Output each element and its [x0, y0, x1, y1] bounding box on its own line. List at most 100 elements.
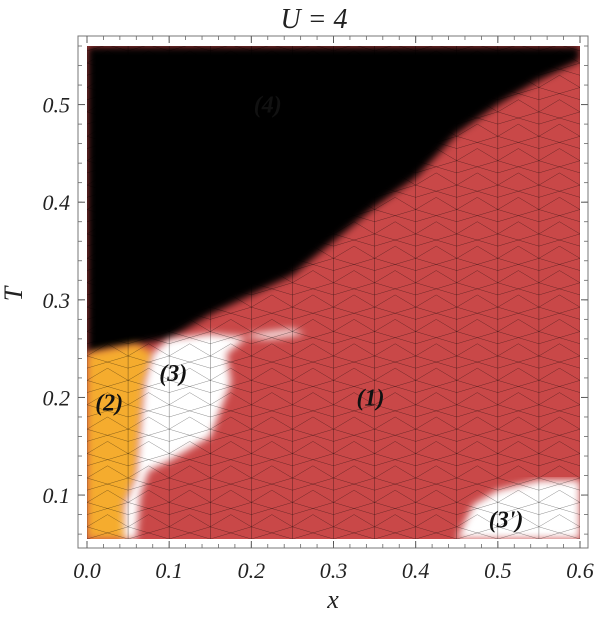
- mesh-cell: [251, 526, 293, 539]
- mesh-cell: [128, 453, 170, 466]
- mesh-cell: [87, 416, 129, 430]
- mesh-cell: [210, 526, 252, 539]
- mesh-cell: [251, 294, 293, 308]
- mesh-cell: [456, 343, 498, 357]
- mesh-cell: [210, 197, 252, 210]
- mesh-cell: [415, 514, 457, 527]
- region-3: [87, 343, 153, 539]
- mesh-cell: [415, 123, 457, 137]
- mesh-cell: [128, 355, 170, 369]
- mesh-cell: [210, 502, 252, 515]
- mesh-cell: [169, 380, 211, 393]
- mesh-cell: [251, 331, 293, 344]
- mesh-cell: [87, 489, 129, 503]
- mesh-cell: [415, 294, 457, 308]
- mesh-cell: [127, 441, 170, 454]
- mesh-cell: [251, 502, 293, 515]
- mesh-cell: [292, 294, 334, 308]
- mesh-cell: [127, 416, 170, 430]
- mesh-cell: [497, 136, 539, 149]
- mesh-cell: [87, 331, 129, 344]
- mesh-cell: [497, 233, 539, 247]
- mesh-cell: [169, 355, 211, 369]
- mesh-cell: [251, 75, 293, 88]
- mesh-cell: [169, 87, 211, 100]
- mesh-cell: [292, 50, 334, 64]
- mesh-cell: [127, 148, 170, 161]
- mesh-cell: [497, 453, 539, 466]
- mesh-cell: [333, 502, 375, 515]
- mesh-cell: [292, 172, 334, 186]
- mesh-cell: [292, 319, 334, 332]
- mesh-cell: [538, 526, 580, 539]
- mesh-cell: [538, 319, 580, 332]
- mesh-cell: [538, 453, 580, 466]
- mesh-cell: [497, 526, 539, 539]
- mesh-cell: [87, 355, 129, 369]
- mesh-cell: [374, 184, 416, 198]
- mesh-cell: [251, 380, 293, 393]
- region-label: (1): [356, 385, 384, 411]
- mesh-cell: [210, 514, 252, 527]
- mesh-cell: [415, 319, 457, 332]
- mesh-cell: [497, 50, 540, 64]
- mesh-cell: [127, 221, 170, 235]
- mesh-cell: [538, 416, 580, 430]
- mesh-cell: [538, 46, 580, 52]
- mesh-cell: [497, 416, 540, 430]
- y-axis-title: T: [0, 285, 28, 301]
- mesh-cell: [210, 62, 252, 76]
- mesh-cell: [127, 50, 170, 64]
- mesh-cell: [251, 46, 293, 52]
- mesh-cell: [538, 355, 580, 369]
- mesh-cell: [374, 160, 416, 174]
- mesh-cell: [292, 502, 334, 515]
- mesh-cell: [497, 331, 539, 344]
- mesh-cell: [374, 50, 416, 64]
- mesh-cell: [374, 197, 416, 210]
- mesh-cell: [374, 294, 416, 308]
- mesh-cell: [497, 123, 540, 137]
- mesh-cell: [87, 514, 129, 527]
- plot-area: [87, 46, 580, 539]
- mesh-cell: [415, 75, 457, 88]
- mesh-cell: [251, 50, 293, 64]
- mesh-cell: [456, 136, 498, 149]
- mesh-cell: [87, 111, 129, 125]
- mesh-cell: [292, 355, 334, 369]
- mesh-cell: [87, 136, 129, 149]
- mesh-cell: [456, 392, 498, 405]
- mesh-cell: [497, 197, 540, 210]
- mesh-cell: [169, 453, 211, 466]
- mesh-cell: [333, 282, 375, 296]
- mesh-cell: [497, 245, 540, 259]
- mesh-cell: [127, 99, 170, 113]
- mesh-cell: [128, 184, 170, 198]
- mesh-cell: [456, 331, 498, 344]
- mesh-cell: [374, 319, 416, 332]
- mesh-cell: [497, 392, 540, 405]
- mesh-cell: [127, 197, 170, 210]
- mesh-cell: [87, 75, 129, 88]
- y-tick-label: 0.3: [43, 288, 71, 313]
- mesh-cell: [210, 123, 252, 137]
- mesh-cell: [292, 221, 334, 235]
- mesh-cell: [169, 184, 211, 198]
- mesh-cell: [169, 282, 211, 296]
- mesh-cell: [374, 270, 416, 283]
- mesh-cell: [456, 46, 498, 52]
- mesh-cell: [87, 46, 129, 52]
- mesh-cell: [456, 380, 498, 393]
- mesh-cell: [210, 75, 252, 88]
- mesh-cell: [169, 343, 211, 357]
- mesh-cell: [415, 148, 457, 161]
- mesh-cell: [87, 404, 129, 418]
- mesh-cell: [374, 404, 416, 418]
- mesh-cell: [251, 123, 293, 137]
- mesh-cell: [497, 306, 539, 320]
- mesh-cell: [538, 197, 580, 210]
- mesh-cell: [210, 294, 252, 308]
- mesh-cell: [128, 380, 170, 393]
- mesh-cell: [415, 306, 457, 320]
